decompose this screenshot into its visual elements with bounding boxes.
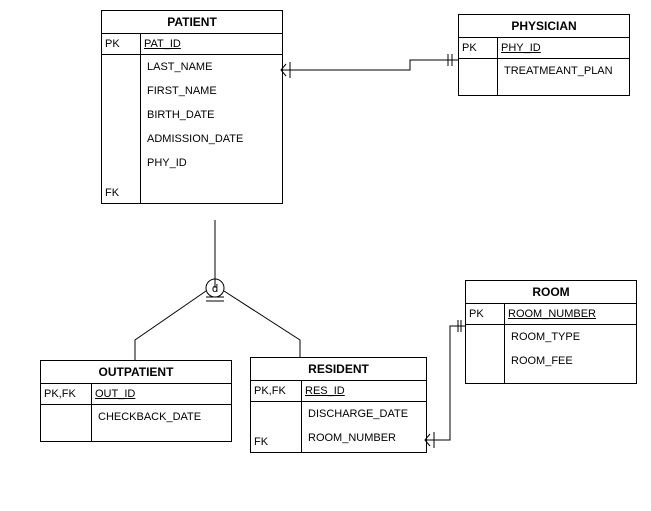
- attr-cell: PHY_ID: [498, 38, 629, 59]
- attr-cell: CHECKBACK_DATE: [92, 405, 231, 429]
- attr-cell: TREATMEANT_PLAN: [498, 59, 629, 83]
- key-cell: [102, 55, 140, 183]
- attr-cell: ROOM_NUMBER: [505, 304, 636, 325]
- attr-cell: LAST_NAME: [141, 55, 282, 79]
- connector-patient-physician: [281, 60, 458, 70]
- attr-cell: FIRST_NAME: [141, 79, 282, 103]
- connector-resident-room: [425, 326, 465, 440]
- attr-cell: PAT_ID: [141, 34, 282, 55]
- entity-title: PATIENT: [102, 11, 282, 34]
- bar-end-icon: [448, 54, 452, 66]
- entity-title: ROOM: [466, 281, 636, 304]
- key-cell: PK: [102, 34, 140, 55]
- attr-cell: PHY_ID: [141, 151, 282, 175]
- attr-cell: DISCHARGE_DATE: [302, 402, 426, 426]
- attr-cell: ROOM_FEE: [505, 349, 636, 373]
- key-cell: [41, 405, 91, 441]
- entity-title: OUTPATIENT: [41, 361, 231, 384]
- key-cell: PK,FK: [41, 384, 91, 405]
- entity-title: PHYSICIAN: [459, 15, 629, 38]
- entity-physician: PHYSICIAN PK PHY_ID TREATMEANT_PLAN: [458, 14, 630, 96]
- entity-room: ROOM PK ROOM_NUMBER ROOM_TYPE ROOM_FEE: [465, 280, 637, 384]
- attr-cell: ADMISSION_DATE: [141, 127, 282, 151]
- key-cell: PK: [466, 304, 504, 325]
- entity-outpatient: OUTPATIENT PK,FK OUT_ID CHECKBACK_DATE: [40, 360, 232, 442]
- attr-cell: RES_ID: [302, 381, 426, 402]
- connector-disjoint-resident: [224, 291, 300, 357]
- key-cell: [466, 325, 504, 383]
- key-cell: FK: [102, 183, 140, 203]
- attr-cell: BIRTH_DATE: [141, 103, 282, 127]
- key-cell: [459, 59, 497, 95]
- connector-disjoint-outpatient: [135, 291, 206, 360]
- entity-title: RESIDENT: [251, 358, 426, 381]
- key-cell: PK,FK: [251, 381, 301, 402]
- key-cell: [251, 402, 301, 432]
- attr-cell: ROOM_NUMBER: [302, 426, 426, 450]
- double-bar-icon: [206, 297, 224, 301]
- bar-end-icon: [458, 320, 461, 332]
- key-cell: FK: [251, 432, 301, 452]
- key-cell: PK: [459, 38, 497, 59]
- er-diagram-canvas: PATIENT PK FK PAT_ID LAST_NAME FIRST_NAM…: [0, 0, 651, 511]
- disjoint-label: d: [212, 283, 218, 295]
- disjoint-circle-icon: [206, 279, 224, 297]
- entity-patient: PATIENT PK FK PAT_ID LAST_NAME FIRST_NAM…: [101, 10, 283, 204]
- attr-cell: ROOM_TYPE: [505, 325, 636, 349]
- entity-resident: RESIDENT PK,FK FK RES_ID DISCHARGE_DATE …: [250, 357, 427, 453]
- attr-cell: OUT_ID: [92, 384, 231, 405]
